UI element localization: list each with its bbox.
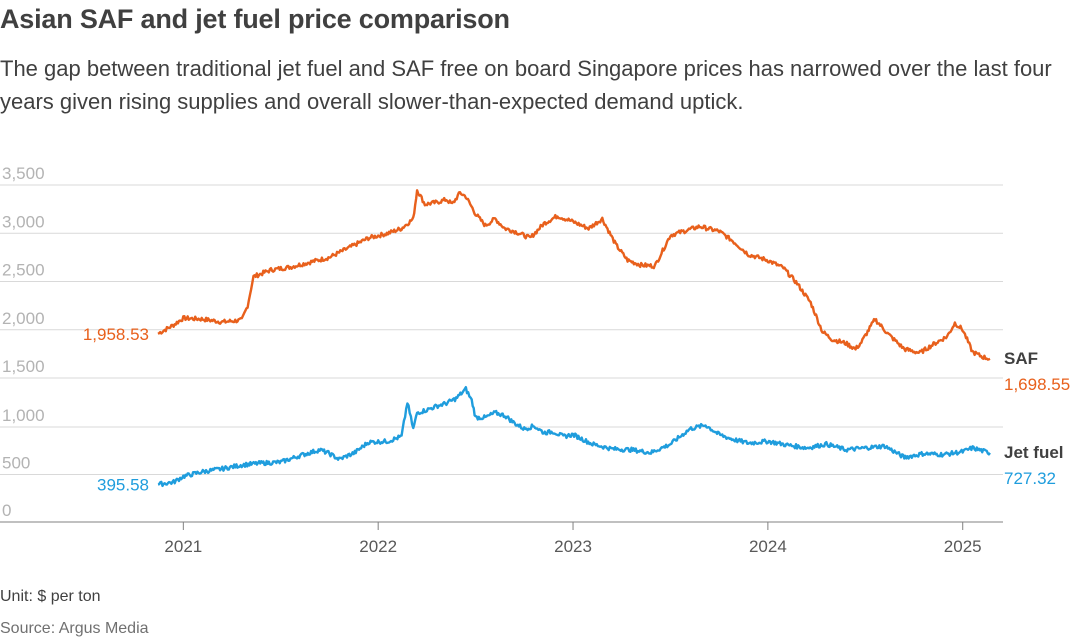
start-value-label-jet: 395.58 <box>97 475 149 494</box>
y-tick-label-saf-2000: 2,000 <box>2 309 45 328</box>
start-value-label-saf: 1,958.53 <box>83 325 149 344</box>
chart-title: Asian SAF and jet fuel price comparison <box>0 4 510 34</box>
source-note: Source: Argus Media <box>0 620 149 637</box>
x-tick-label-2021: 2021 <box>164 537 202 556</box>
unit-note: Unit: $ per ton <box>0 588 101 605</box>
series-name-label-saf: SAF <box>1004 349 1038 368</box>
x-tick-label-2025: 2025 <box>944 537 982 556</box>
series-line-saf <box>157 189 991 361</box>
x-tick-label-2024: 2024 <box>749 537 787 556</box>
y-tick-label-saf-3000: 3,000 <box>2 212 45 231</box>
x-tick-label-2022: 2022 <box>359 537 397 556</box>
y-tick-label-saf-1500: 1,500 <box>2 357 45 376</box>
series-name-label-jet: Jet fuel <box>1004 443 1064 462</box>
y-tick-label-saf-3500: 3,500 <box>2 164 45 183</box>
end-value-label-jet: 727.32 <box>1004 469 1056 488</box>
series-line-jet <box>157 386 991 488</box>
y-tick-label-jet-0: 0 <box>2 501 11 520</box>
x-tick-label-2023: 2023 <box>554 537 592 556</box>
y-tick-label-saf-2500: 2,500 <box>2 261 45 280</box>
end-value-label-saf: 1,698.55 <box>1004 375 1070 394</box>
y-tick-label-jet-1000: 1,000 <box>2 406 45 425</box>
chart-subtitle: The gap between traditional jet fuel and… <box>0 56 1052 114</box>
y-tick-label-jet-500: 500 <box>2 454 30 473</box>
